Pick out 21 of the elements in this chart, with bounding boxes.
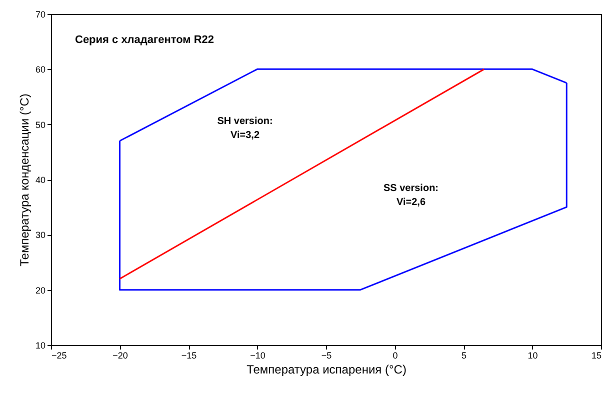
y-tick-label: 20 <box>35 285 46 296</box>
y-tick-label: 40 <box>35 175 46 185</box>
text: Серия с хладагентом R22 <box>75 34 214 46</box>
x-tick-label: 10 <box>528 350 538 360</box>
y-tick-label: 30 <box>35 230 46 240</box>
x-tick-label: −25 <box>52 350 67 360</box>
annotation: SS version: Vi=2,6 <box>383 183 439 208</box>
y-tick-label: 70 <box>35 10 46 20</box>
x-tick-label: −5 <box>321 350 332 360</box>
x-axis-title: Температура испарения (°C) <box>246 362 406 376</box>
x-tick-label: −15 <box>181 350 197 360</box>
y-tick-label: 10 <box>35 340 46 350</box>
x-tick-label: −20 <box>112 350 128 360</box>
x-tick-label: 0 <box>392 350 398 360</box>
x-tick-label: −10 <box>250 350 266 360</box>
x-tick-label: 15 <box>591 350 602 360</box>
x-tick-label: 5 <box>461 350 467 360</box>
y-tick-label: 60 <box>35 64 46 75</box>
y-axis-title: Температура конденсации (°C) <box>17 94 32 266</box>
y-tick-label: 50 <box>35 120 46 130</box>
annotation: SH version: Vi=3,2 <box>217 116 273 141</box>
